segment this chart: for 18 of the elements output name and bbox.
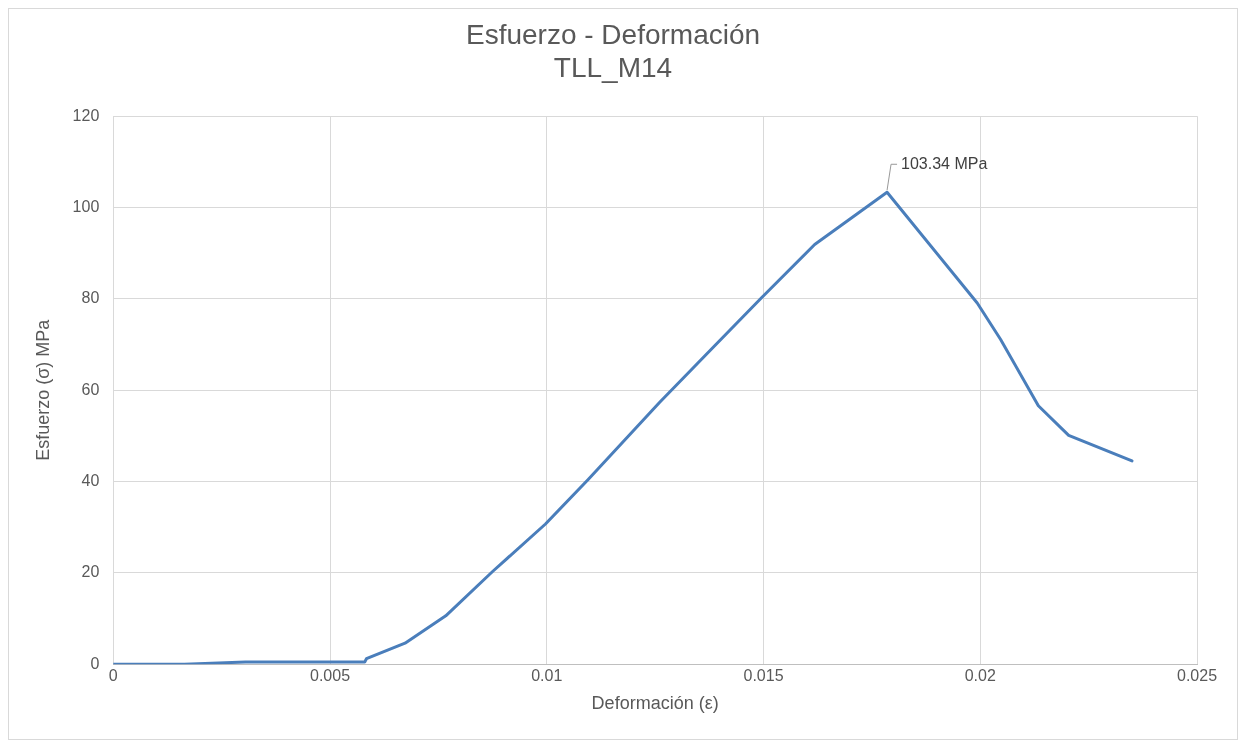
x-axis-title: Deformación (ε): [591, 693, 719, 714]
text: Esfuerzo - Deformación: [465, 18, 761, 50]
text: TLL_M14: [553, 52, 673, 84]
x-tick-label: 0.025: [1176, 667, 1218, 685]
x-tick-label: 0.02: [964, 667, 996, 685]
x-tick-label: 0.005: [310, 667, 351, 685]
y-axis-title: Esfuerzo (σ) MPa: [32, 318, 53, 461]
x-tick-label: 0.01: [531, 667, 563, 685]
y-tick-label: 60: [81, 380, 100, 398]
x-tick-label: 0.015: [743, 667, 784, 685]
y-tick-label: 100: [72, 197, 100, 215]
y-tick-label: 120: [72, 106, 100, 124]
y-tick-label: 80: [81, 289, 100, 307]
annotation: 103.34 MPa: [901, 154, 988, 172]
y-tick-label: 40: [81, 471, 100, 489]
y-tick-label: 20: [81, 563, 100, 581]
x-tick-label: 0: [108, 667, 118, 685]
y-tick-label: 0: [90, 654, 100, 672]
